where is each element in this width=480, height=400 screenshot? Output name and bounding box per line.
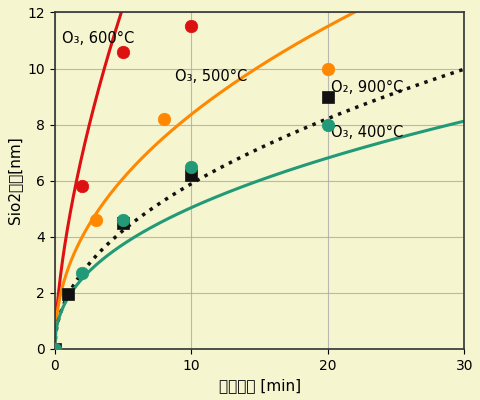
- Point: [78, 270, 86, 276]
- Point: [324, 93, 332, 100]
- Point: [51, 346, 59, 352]
- Point: [92, 217, 100, 223]
- Point: [188, 172, 195, 178]
- Point: [188, 163, 195, 170]
- Point: [51, 346, 59, 352]
- Text: O₂, 900°C: O₂, 900°C: [331, 80, 403, 95]
- Text: O₃, 500°C: O₃, 500°C: [175, 69, 247, 84]
- Point: [324, 121, 332, 128]
- X-axis label: 酸化時間 [min]: 酸化時間 [min]: [218, 378, 300, 393]
- Y-axis label: Sio2膜厚[nm]: Sio2膜厚[nm]: [7, 137, 22, 224]
- Point: [51, 346, 59, 352]
- Point: [65, 291, 72, 297]
- Point: [324, 65, 332, 72]
- Point: [160, 116, 168, 122]
- Point: [188, 23, 195, 30]
- Point: [119, 48, 127, 55]
- Point: [78, 183, 86, 190]
- Point: [51, 346, 59, 352]
- Point: [119, 217, 127, 223]
- Text: O₃, 400°C: O₃, 400°C: [331, 125, 403, 140]
- Text: O₃, 600°C: O₃, 600°C: [61, 31, 134, 46]
- Point: [119, 220, 127, 226]
